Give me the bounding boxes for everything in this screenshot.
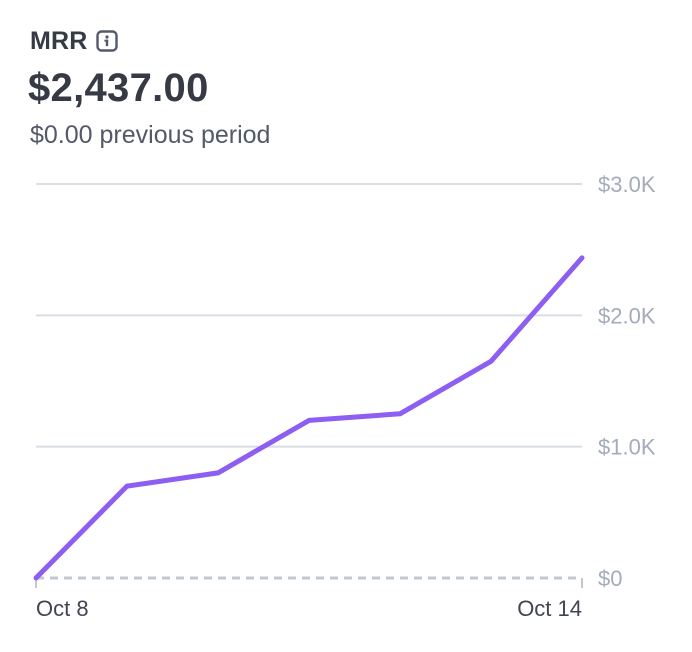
metric-label: MRR: [30, 26, 88, 55]
y-tick-label: $0: [598, 566, 622, 591]
y-axis-ticks: $0 $1.0K $2.0K $3.0K: [598, 172, 656, 591]
grid-lines: [36, 183, 582, 448]
x-axis-ticks: Oct 8 Oct 14: [35, 578, 583, 621]
x-tick-label: Oct 14: [517, 596, 582, 621]
metric-header: MRR: [30, 26, 118, 56]
x-tick-label: Oct 8: [36, 596, 89, 621]
y-tick-label: $2.0K: [598, 303, 656, 328]
mrr-series-line: [33, 255, 585, 581]
previous-period-value: $0.00 previous period: [30, 121, 271, 149]
series-lines: [33, 255, 585, 581]
metric-value: $2,437.00: [28, 66, 209, 110]
y-tick-label: $3.0K: [598, 172, 656, 197]
y-tick-label: $1.0K: [598, 435, 656, 460]
info-icon[interactable]: [95, 30, 118, 52]
